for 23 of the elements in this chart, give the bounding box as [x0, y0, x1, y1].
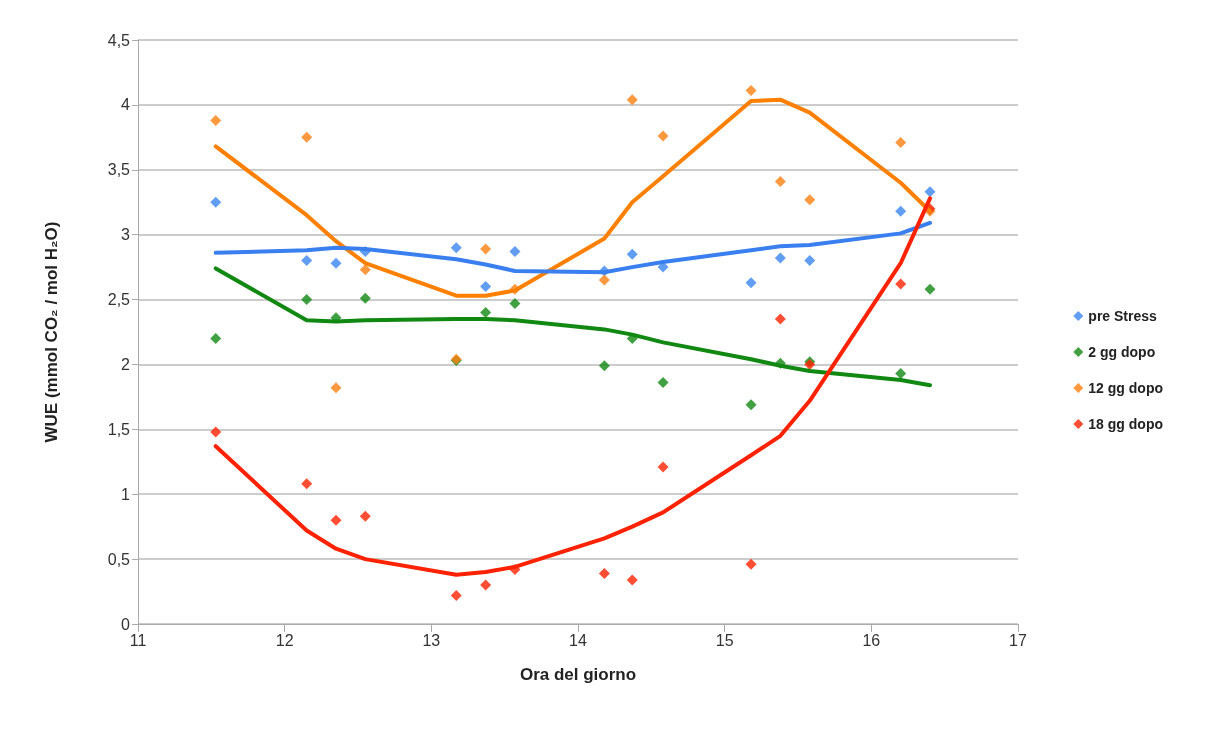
y-tick-label: 3 — [121, 226, 131, 244]
y-tick-label: 4 — [121, 96, 131, 114]
y-tick-label: 1,5 — [107, 420, 131, 438]
y-tick-label: 0 — [121, 615, 131, 633]
x-tick-label: 15 — [715, 631, 734, 649]
legend-label: 2 gg dopo — [1088, 344, 1156, 360]
legend-label: 12 gg dopo — [1088, 380, 1164, 396]
legend-label: pre Stress — [1088, 308, 1158, 324]
x-axis-title: Ora del giorno — [519, 665, 637, 684]
x-tick-label: 17 — [1009, 631, 1027, 649]
x-tick-label: 13 — [422, 631, 441, 649]
legend-label: 18 gg dopo — [1088, 416, 1164, 432]
y-tick-label: 2,5 — [107, 291, 131, 309]
y-tick-label: 3,5 — [107, 161, 131, 179]
x-tick-label: 16 — [862, 631, 881, 649]
x-tick-label: 14 — [569, 631, 587, 649]
x-tick-label: 12 — [275, 631, 294, 649]
x-tick-label: 11 — [129, 631, 147, 649]
y-tick-label: 4,5 — [107, 31, 131, 49]
y-tick-label: 0,5 — [107, 550, 131, 568]
y-tick-label: 1 — [121, 485, 131, 503]
y-axis-title: WUE (mmol CO₂ / mol H₂O) — [42, 221, 61, 443]
y-tick-label: 2 — [121, 355, 131, 373]
